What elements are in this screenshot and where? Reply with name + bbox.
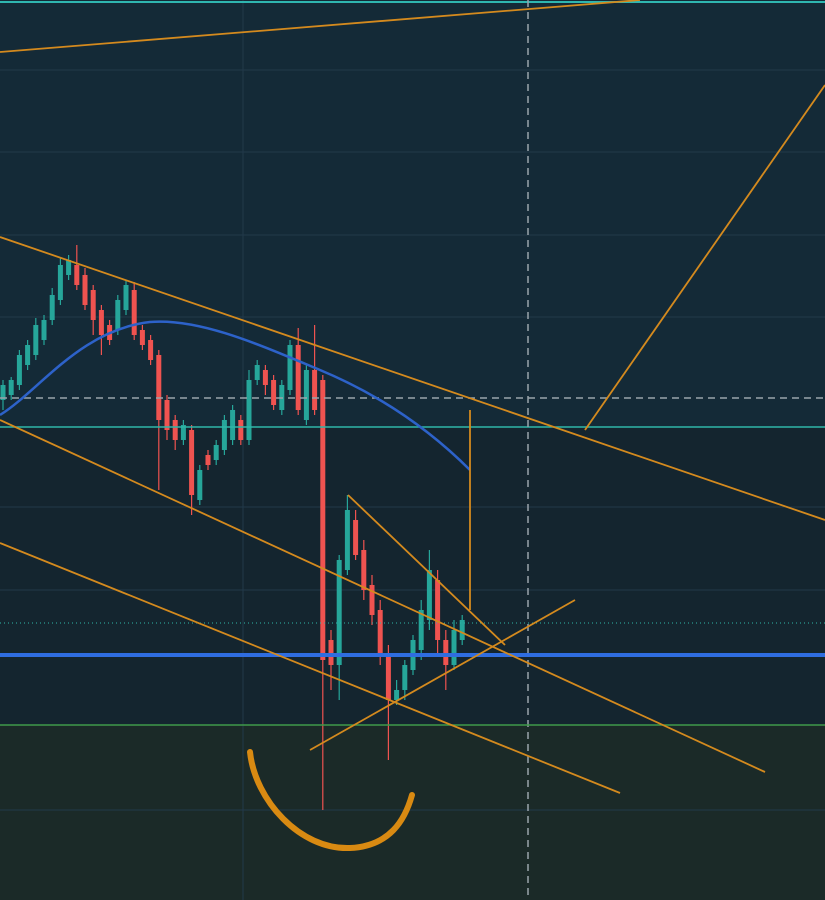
trend-line <box>0 542 621 794</box>
candle-body <box>172 420 178 440</box>
candles <box>0 245 465 810</box>
candle-body <box>16 355 22 385</box>
trend-line <box>0 236 825 521</box>
candle-body <box>180 425 186 440</box>
candle-body <box>230 410 236 440</box>
candle-body <box>221 420 227 450</box>
trend-line <box>347 494 506 646</box>
candle-body <box>402 665 408 690</box>
candle-body <box>377 610 383 655</box>
candle-body <box>443 640 449 665</box>
candle-body <box>336 560 342 665</box>
candle-body <box>213 445 219 460</box>
candle-body <box>451 630 457 665</box>
trend-line <box>0 419 766 773</box>
candle-body <box>459 620 465 640</box>
candle-body <box>98 310 104 335</box>
candle-body <box>123 285 129 310</box>
trend-line <box>584 84 825 431</box>
candle-body <box>156 355 162 420</box>
candle-body <box>33 325 39 355</box>
candle-body <box>369 585 375 615</box>
candle-body <box>41 320 47 340</box>
candle-body <box>394 690 400 700</box>
candle-body <box>320 380 326 660</box>
candle-body <box>418 610 424 650</box>
candle-body <box>287 345 293 390</box>
candle-body <box>57 265 63 300</box>
candle-body <box>139 330 145 345</box>
candle-body <box>131 290 137 335</box>
lower-zone <box>0 725 825 900</box>
candle-body <box>8 380 14 395</box>
candle-body <box>74 265 80 285</box>
moving-average <box>0 320 471 471</box>
candle-body <box>328 640 334 665</box>
upper-zone <box>0 0 825 427</box>
candle-body <box>435 580 441 640</box>
candle-body <box>295 345 301 410</box>
candle-body <box>197 470 203 500</box>
candle-body <box>189 430 195 495</box>
candle-body <box>385 655 391 700</box>
candle-body <box>426 570 432 620</box>
candle-body <box>90 290 96 320</box>
candle-body <box>238 420 244 440</box>
candle-body <box>0 385 6 400</box>
candle-body <box>271 380 277 405</box>
candle-body <box>353 520 359 555</box>
trend-line <box>0 0 641 53</box>
candle-body <box>262 370 268 385</box>
candle-body <box>25 345 31 365</box>
candle-body <box>205 455 211 465</box>
candle-body <box>66 260 72 275</box>
candle-body <box>164 400 170 430</box>
candle-body <box>344 510 350 570</box>
candle-body <box>115 300 121 330</box>
hand-drawn-arc <box>247 749 415 852</box>
candle-body <box>361 550 367 590</box>
candle-body <box>246 380 252 440</box>
trend-line <box>309 599 576 751</box>
candle-body <box>148 340 154 360</box>
candle-body <box>254 365 260 380</box>
middle-zone <box>0 427 825 725</box>
candle-body <box>303 370 309 420</box>
candle-body <box>312 370 318 410</box>
candle-body <box>49 295 55 320</box>
candle-body <box>82 275 88 305</box>
